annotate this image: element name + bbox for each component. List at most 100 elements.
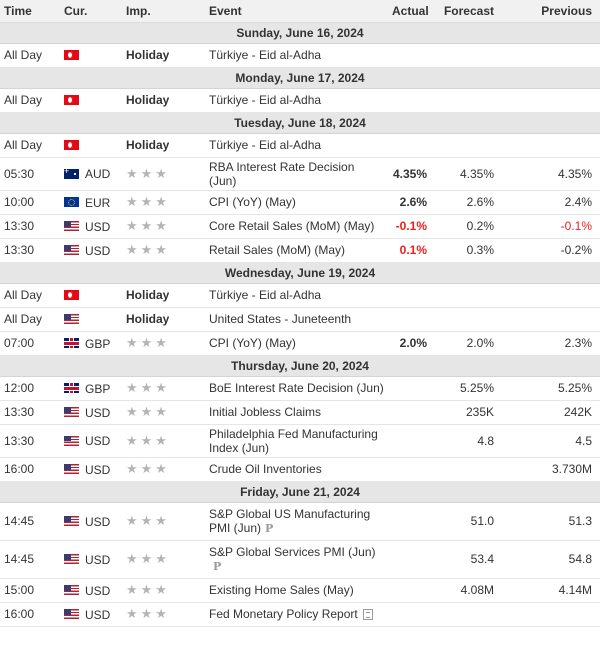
event-row[interactable]: 16:00 USD ★★★ Crude Oil Inventories 3.730M	[0, 457, 600, 482]
flag-us-icon	[64, 464, 79, 475]
event-currency-cell	[60, 43, 122, 68]
actual-value: 4.35%	[388, 157, 435, 191]
previous-value: 51.3	[502, 502, 600, 541]
flag-us-icon	[64, 221, 79, 232]
event-row[interactable]: All Day Holiday United States - Juneteenth	[0, 307, 600, 332]
event-name[interactable]: Türkiye - Eid al-Adha	[209, 93, 322, 107]
event-name[interactable]: Initial Jobless Claims	[209, 405, 322, 419]
actual-value	[388, 424, 435, 458]
holiday-label: Holiday	[122, 88, 205, 113]
event-name[interactable]: S&P Global Services PMI (Jun)	[209, 545, 376, 559]
holiday-label: Holiday	[122, 133, 205, 158]
forecast-value: 5.25%	[435, 376, 502, 401]
flag-au-icon	[64, 168, 79, 179]
event-name-cell[interactable]: CPI (YoY) (May)	[205, 190, 388, 215]
event-name-cell[interactable]: S&P Global US Manufacturing PMI (Jun) P	[205, 502, 388, 541]
event-row[interactable]: 13:30 USD ★★★ Core Retail Sales (MoM) (May)…	[0, 214, 600, 239]
event-name[interactable]: CPI (YoY) (May)	[209, 195, 296, 209]
event-row[interactable]: 14:45 USD ★★★ S&P Global US Manufacturing P…	[0, 502, 600, 541]
event-name[interactable]: Türkiye - Eid al-Adha	[209, 48, 322, 62]
event-name-cell[interactable]: United States - Juneteenth	[205, 307, 388, 332]
event-time: All Day	[0, 43, 60, 68]
col-header-previous[interactable]: Previous	[502, 0, 600, 23]
event-name-cell[interactable]: Initial Jobless Claims	[205, 400, 388, 425]
currency-code: GBP	[85, 336, 111, 351]
event-name[interactable]: Existing Home Sales (May)	[209, 583, 354, 597]
event-currency-cell: USD	[60, 602, 122, 627]
event-name[interactable]: Crude Oil Inventories	[209, 462, 322, 476]
event-name[interactable]: CPI (YoY) (May)	[209, 336, 296, 350]
flag-us-icon	[64, 609, 79, 620]
date-label: Friday, June 21, 2024	[0, 481, 600, 503]
event-name-cell[interactable]: Fed Monetary Policy Report	[205, 602, 388, 627]
event-row[interactable]: 15:00 USD ★★★ Existing Home Sales (May) 4.08…	[0, 578, 600, 603]
importance-stars: ★★★	[122, 457, 205, 482]
currency-code: USD	[85, 607, 111, 622]
event-time: All Day	[0, 283, 60, 308]
forecast-value	[435, 307, 502, 332]
event-name-cell[interactable]: Türkiye - Eid al-Adha	[205, 283, 388, 308]
event-name-cell[interactable]: Türkiye - Eid al-Adha	[205, 133, 388, 158]
event-name[interactable]: Türkiye - Eid al-Adha	[209, 288, 322, 302]
event-name-cell[interactable]: Retail Sales (MoM) (May)	[205, 238, 388, 263]
event-row[interactable]: 14:45 USD ★★★ S&P Global Services PMI (Jun)…	[0, 540, 600, 579]
currency-code: GBP	[85, 381, 111, 396]
event-name[interactable]: Core Retail Sales (MoM) (May)	[209, 219, 375, 233]
flag-us-icon	[64, 314, 79, 325]
forecast-value: 2.0%	[435, 331, 502, 356]
event-row[interactable]: 13:30 USD ★★★ Initial Jobless Claims 235K 242…	[0, 400, 600, 425]
event-row[interactable]: 07:00 GBP ★★★ CPI (YoY) (May) 2.0% 2.0% 2.3%	[0, 331, 600, 356]
importance-stars: ★★★	[122, 190, 205, 215]
event-time: All Day	[0, 88, 60, 113]
currency-code: USD	[85, 462, 111, 477]
event-time: 05:30	[0, 157, 60, 191]
previous-value: 4.14M	[502, 578, 600, 603]
col-header-currency[interactable]: Cur.	[60, 0, 122, 23]
event-name-cell[interactable]: Crude Oil Inventories	[205, 457, 388, 482]
event-name-cell[interactable]: S&P Global Services PMI (Jun)P	[205, 540, 388, 579]
event-name-cell[interactable]: Türkiye - Eid al-Adha	[205, 43, 388, 68]
event-name[interactable]: Fed Monetary Policy Report	[209, 607, 358, 621]
col-header-importance[interactable]: Imp.	[122, 0, 205, 23]
event-name[interactable]: BoE Interest Rate Decision (Jun)	[209, 381, 384, 395]
event-row[interactable]: All Day Holiday Türkiye - Eid al-Adha	[0, 133, 600, 158]
event-row[interactable]: 10:00 EUR ★★★ CPI (YoY) (May) 2.6% 2.6% 2.4%	[0, 190, 600, 215]
event-name-cell[interactable]: BoE Interest Rate Decision (Jun)	[205, 376, 388, 401]
previous-value	[502, 43, 600, 68]
event-name-cell[interactable]: CPI (YoY) (May)	[205, 331, 388, 356]
actual-value	[388, 133, 435, 158]
col-header-time[interactable]: Time	[0, 0, 60, 23]
event-row[interactable]: All Day Holiday Türkiye - Eid al-Adha	[0, 283, 600, 308]
event-name-cell[interactable]: Philadelphia Fed Manufacturing Index (Ju…	[205, 424, 388, 458]
event-row[interactable]: 13:30 USD ★★★ Philadelphia Fed Manufacturin…	[0, 424, 600, 458]
event-name[interactable]: Philadelphia Fed Manufacturing Index (Ju…	[209, 426, 378, 455]
event-row[interactable]: All Day Holiday Türkiye - Eid al-Adha	[0, 88, 600, 113]
event-name-cell[interactable]: Türkiye - Eid al-Adha	[205, 88, 388, 113]
flag-eu-icon	[64, 197, 79, 208]
event-name-cell[interactable]: Existing Home Sales (May)	[205, 578, 388, 603]
currency-code: USD	[85, 243, 111, 258]
event-row[interactable]: 16:00 USD ★★★ Fed Monetary Policy Report	[0, 602, 600, 627]
event-currency-cell: AUD	[60, 157, 122, 191]
actual-value	[388, 502, 435, 541]
col-header-forecast[interactable]: Forecast	[435, 0, 502, 23]
event-name[interactable]: RBA Interest Rate Decision (Jun)	[209, 159, 355, 188]
event-name[interactable]: Türkiye - Eid al-Adha	[209, 138, 322, 152]
event-name[interactable]: S&P Global US Manufacturing PMI (Jun)	[209, 507, 371, 535]
event-row[interactable]: All Day Holiday Türkiye - Eid al-Adha	[0, 43, 600, 68]
event-name-cell[interactable]: Core Retail Sales (MoM) (May)	[205, 214, 388, 239]
event-name-cell[interactable]: RBA Interest Rate Decision (Jun)	[205, 157, 388, 191]
star-icon: ★★★	[126, 551, 170, 566]
star-icon: ★★★	[126, 242, 170, 257]
event-row[interactable]: 12:00 GBP ★★★ BoE Interest Rate Decision (J…	[0, 376, 600, 401]
col-header-actual[interactable]: Actual	[388, 0, 435, 23]
event-row[interactable]: 05:30 AUD ★★★ RBA Interest Rate Decision (J…	[0, 157, 600, 191]
event-currency-cell: EUR	[60, 190, 122, 215]
actual-value: 2.6%	[388, 190, 435, 215]
col-header-event[interactable]: Event	[205, 0, 388, 23]
event-name[interactable]: Retail Sales (MoM) (May)	[209, 243, 346, 257]
event-name[interactable]: United States - Juneteenth	[209, 312, 352, 326]
event-row[interactable]: 13:30 USD ★★★ Retail Sales (MoM) (May) 0.1% 0…	[0, 238, 600, 263]
holiday-label: Holiday	[122, 43, 205, 68]
flag-gb-icon	[64, 383, 79, 394]
